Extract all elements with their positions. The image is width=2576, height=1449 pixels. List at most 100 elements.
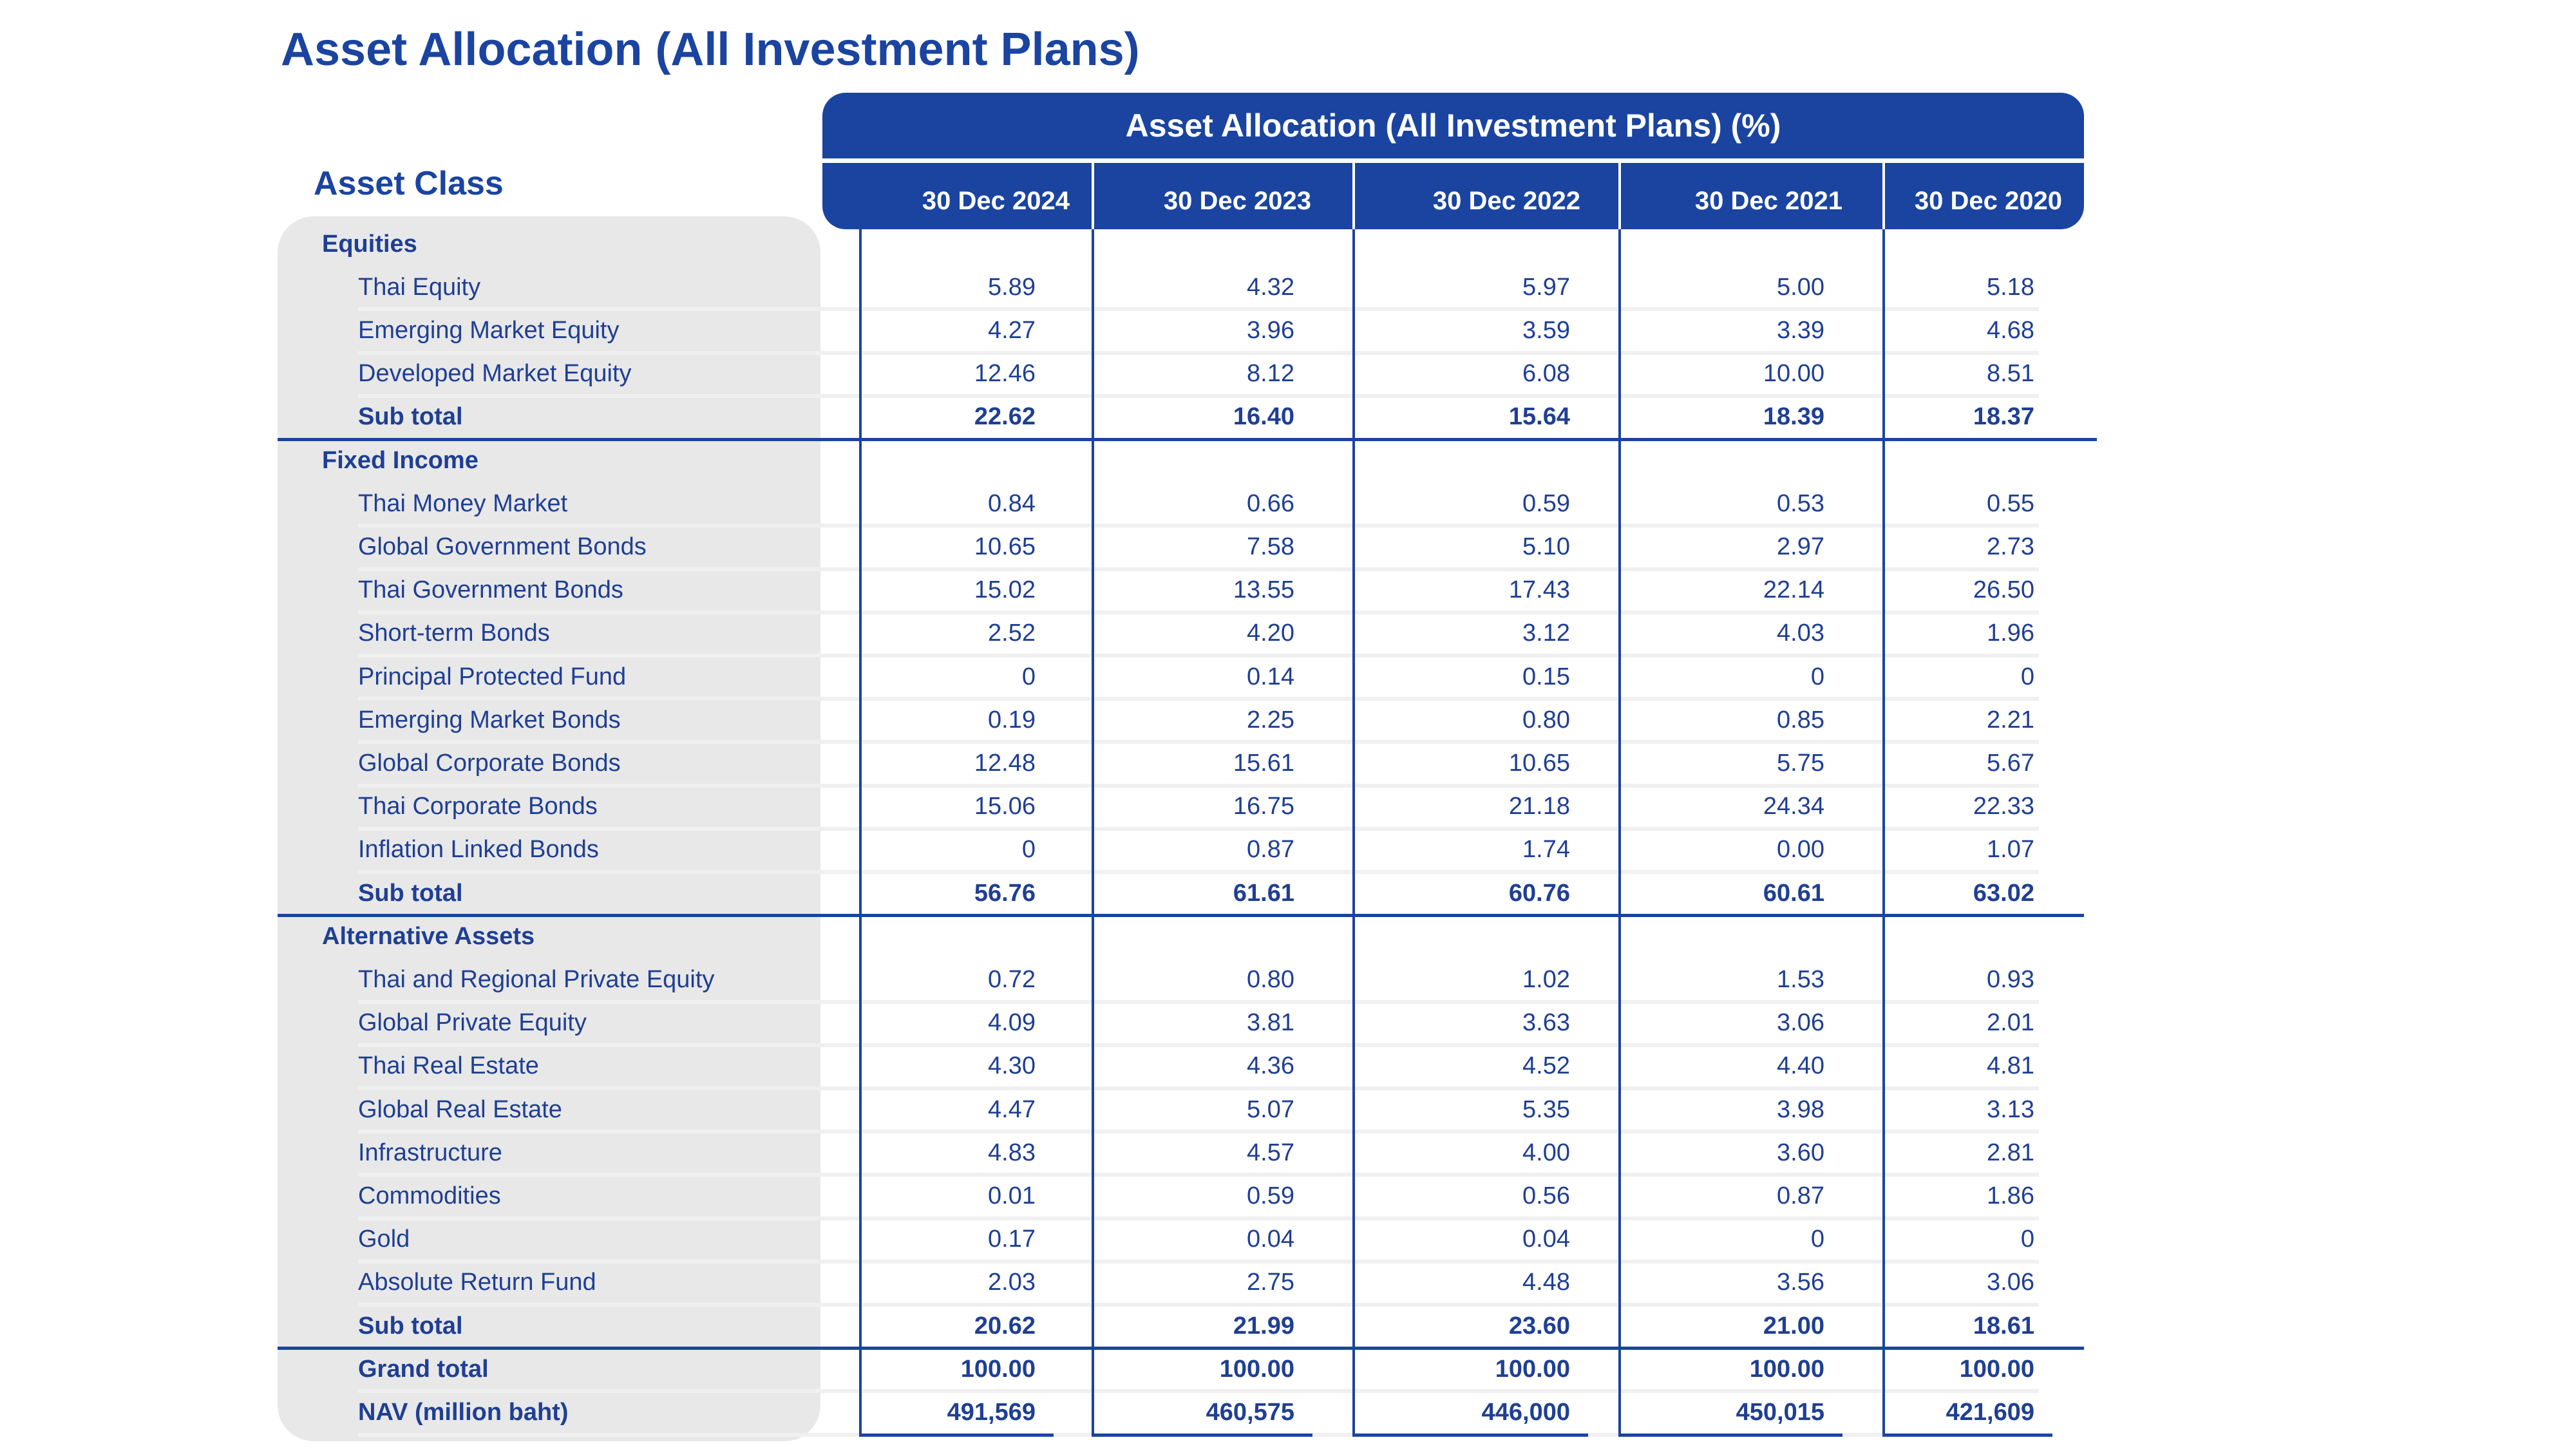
header-column-divider [1092,163,1094,229]
value-cell: 15.64 [1508,403,1570,431]
value-cell: 18.61 [1973,1312,2034,1340]
value-cell: 0.19 [988,706,1036,734]
value-cell: 1.02 [1522,966,1570,993]
row-label: Grand total [358,1355,489,1383]
value-cell: 3.59 [1522,317,1570,344]
value-cell: 17.43 [1508,576,1570,604]
column-underline [859,1434,1054,1437]
header-column-divider [1882,163,1885,229]
row-label: Absolute Return Fund [358,1269,596,1296]
row-label: Thai Equity [358,273,481,301]
value-cell: 3.06 [1987,1269,2034,1296]
row-label: Thai Real Estate [358,1052,539,1080]
row-label: Global Corporate Bonds [358,750,621,777]
row-separator [358,1303,2039,1307]
value-cell: 2.03 [988,1269,1036,1296]
header-column-divider [1352,163,1355,229]
value-cell: 4.83 [988,1139,1036,1166]
value-cell: 24.34 [1763,793,1824,820]
row-label: Emerging Market Equity [358,317,620,344]
value-cell: 2.75 [1247,1269,1294,1296]
row-label: Gold [358,1226,410,1253]
value-cell: 3.60 [1777,1139,1824,1166]
value-cell: 26.50 [1973,576,2034,604]
column-underline [1618,1434,1842,1437]
value-cell: 21.00 [1763,1312,1824,1340]
row-separator [358,1086,2039,1090]
value-cell: 5.00 [1777,273,1824,301]
column-line [1618,229,1621,1436]
value-cell: 0.93 [1987,966,2034,993]
value-cell: 2.52 [988,620,1036,647]
column-header-date: 30 Dec 2023 [1163,187,1311,215]
row-label: NAV (million baht) [358,1399,569,1426]
value-cell: 0.59 [1522,489,1570,517]
row-label: Commodities [358,1182,501,1209]
value-cell: 10.65 [1508,750,1570,777]
value-cell: 460,575 [1206,1399,1294,1426]
value-cell: 0.01 [988,1182,1036,1209]
row-separator [358,654,2039,658]
value-cell: 0 [1810,663,1824,690]
value-cell: 2.01 [1987,1009,2034,1037]
row-separator [358,567,2039,571]
value-cell: 0.55 [1987,489,2034,517]
value-cell: 5.10 [1522,533,1570,560]
value-cell: 2.73 [1987,533,2034,560]
value-cell: 0.80 [1522,706,1570,734]
value-cell: 21.18 [1508,793,1570,820]
value-cell: 4.40 [1777,1052,1824,1080]
value-cell: 4.47 [988,1095,1036,1123]
value-cell: 4.00 [1522,1139,1570,1166]
column-line [1092,229,1094,1436]
header-column-divider [1618,163,1621,229]
row-separator [358,307,2039,312]
value-cell: 2.21 [1987,706,2034,734]
row-label: Thai Government Bonds [358,576,623,604]
value-cell: 4.81 [1987,1052,2034,1080]
value-cell: 0 [2020,663,2034,690]
value-cell: 0.59 [1247,1182,1294,1209]
value-cell: 10.65 [974,533,1036,560]
section-divider [278,914,2084,918]
value-cell: 0.66 [1247,489,1294,517]
section-divider [278,438,2097,441]
value-cell: 4.36 [1247,1052,1294,1080]
value-cell: 23.60 [1508,1312,1570,1340]
value-cell: 100.00 [1495,1355,1570,1383]
column-header-date: 30 Dec 2022 [1432,187,1580,215]
value-cell: 0.85 [1777,706,1824,734]
value-cell: 6.08 [1522,360,1570,388]
value-cell: 1.86 [1987,1182,2034,1209]
value-cell: 3.63 [1522,1009,1570,1037]
value-cell: 15.61 [1233,750,1294,777]
value-cell: 4.52 [1522,1052,1570,1080]
value-cell: 5.35 [1522,1095,1570,1123]
value-cell: 1.07 [1987,836,2034,864]
value-cell: 0.87 [1247,836,1294,864]
row-label: Inflation Linked Bonds [358,836,599,864]
column-underline [1882,1434,2052,1437]
value-cell: 3.06 [1777,1009,1824,1037]
row-label: Global Real Estate [358,1095,562,1123]
value-cell: 3.13 [1987,1095,2034,1123]
row-separator [358,610,2039,614]
section-divider [278,1347,2084,1350]
row-label: Thai Money Market [358,489,568,517]
value-cell: 0.04 [1247,1226,1294,1253]
value-cell: 56.76 [974,879,1036,907]
row-separator [358,826,2039,831]
value-cell: 60.61 [1763,879,1824,907]
value-cell: 1.53 [1777,966,1824,993]
row-separator [358,740,2039,744]
value-cell: 20.62 [974,1312,1036,1340]
value-cell: 22.33 [1973,793,2034,820]
column-header-date: 30 Dec 2024 [922,187,1070,215]
value-cell: 4.20 [1247,620,1294,647]
row-separator [358,350,2039,355]
value-cell: 446,000 [1481,1399,1570,1426]
value-cell: 16.40 [1233,403,1294,431]
value-cell: 0.87 [1777,1182,1824,1209]
value-cell: 0 [1021,663,1036,690]
value-cell: 7.58 [1247,533,1294,560]
